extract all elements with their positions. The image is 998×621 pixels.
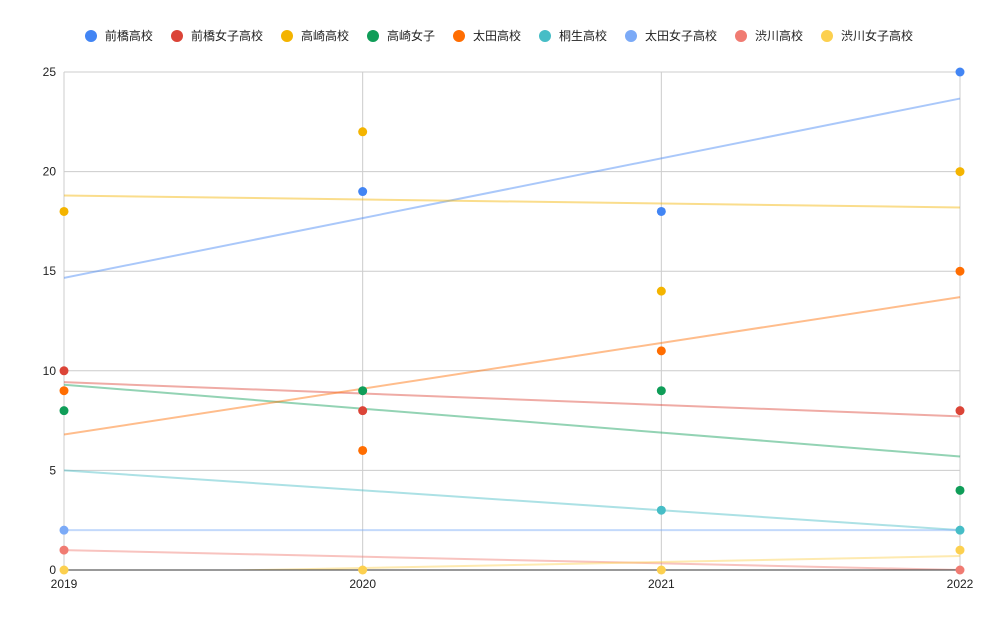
trendline [213, 555, 961, 570]
data-point [656, 206, 666, 216]
data-point [656, 505, 666, 515]
x-tick-label: 2019 [51, 577, 78, 591]
trendline [64, 381, 961, 418]
data-point [656, 346, 666, 356]
data-point [656, 286, 666, 296]
legend-swatch [539, 29, 551, 42]
legend: 前橋高校 前橋女子高校 高崎高校 高崎女子 太田高校 桐生高校 太田女子高校 渋川高校 渋川女子… [0, 27, 998, 44]
data-point [955, 406, 965, 416]
legend-swatch [625, 29, 638, 42]
legend-label: 高崎女子 [386, 29, 435, 43]
data-point [656, 565, 666, 575]
data-point [358, 386, 368, 396]
data-point [358, 565, 368, 575]
data-point [59, 525, 69, 535]
legend-swatch [170, 29, 183, 42]
data-point [656, 386, 666, 396]
legend-label: 渋川女子高校 [841, 29, 914, 43]
legend-label: 高崎高校 [300, 29, 349, 43]
data-point [59, 206, 69, 216]
trendline [64, 469, 961, 532]
legend-item: 前橋女子高校 [170, 27, 263, 44]
y-tick-label: 20 [43, 165, 57, 179]
x-tick-label: 2021 [648, 577, 675, 591]
legend-label: 前橋女子高校 [190, 29, 263, 43]
legend-swatch [84, 29, 97, 42]
y-tick-label: 5 [49, 463, 56, 477]
trendlines [64, 97, 961, 570]
legend-item: 渋川女子高校 [821, 27, 913, 44]
data-point [59, 406, 69, 416]
legend-item: 太田女子高校 [625, 27, 717, 44]
data-point [59, 386, 69, 396]
legend-swatch [366, 29, 379, 42]
data-point [955, 545, 965, 555]
trendline [64, 194, 961, 209]
legend-swatch [735, 29, 748, 42]
legend-item: 前橋高校 [84, 27, 153, 44]
data-point [59, 545, 69, 555]
legend-label: 桐生高校 [559, 29, 608, 43]
data-point [358, 445, 368, 455]
y-tick-label: 25 [43, 65, 57, 79]
data-point [358, 187, 368, 197]
data-point [955, 485, 965, 495]
y-tick-label: 15 [43, 264, 57, 278]
data-point [955, 565, 965, 575]
data-point [955, 525, 965, 535]
legend-label: 太田高校 [472, 29, 521, 43]
data-point [59, 565, 69, 575]
y-tick-label: 0 [49, 563, 56, 577]
data-points [59, 67, 965, 575]
data-point [955, 67, 965, 77]
trendline [64, 549, 961, 570]
trendline [64, 97, 961, 279]
data-point [358, 406, 368, 416]
data-point [59, 366, 69, 376]
legend-item: 太田高校 [452, 27, 521, 44]
legend-swatch [452, 29, 465, 42]
x-tick-label: 2020 [349, 577, 376, 591]
legend-label: 渋川高校 [755, 29, 804, 43]
trendline [64, 383, 961, 458]
legend-item: 高崎高校 [280, 27, 349, 44]
legend-item: 高崎女子 [366, 27, 435, 44]
legend-item: 桐生高校 [539, 27, 607, 44]
y-tick-label: 10 [43, 364, 57, 378]
legend-item: 渋川高校 [735, 27, 803, 44]
legend-label: 前橋高校 [104, 29, 153, 43]
trendline [64, 296, 961, 436]
data-point [358, 127, 368, 137]
legend-swatch [821, 29, 834, 42]
legend-swatch [280, 29, 293, 42]
data-point [955, 167, 965, 177]
x-tick-label: 2022 [947, 577, 974, 591]
data-point [955, 266, 965, 276]
legend-label: 太田女子高校 [645, 29, 718, 43]
